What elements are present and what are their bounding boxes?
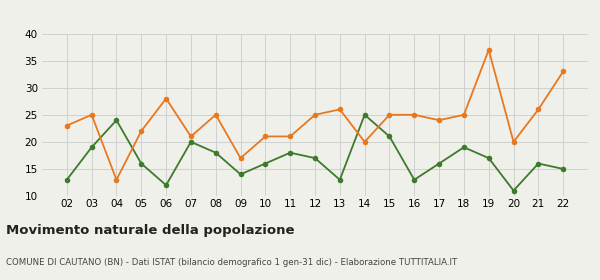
Line: Decessi: Decessi (64, 47, 566, 183)
Nascite (361, 113, 368, 116)
Decessi (436, 118, 443, 122)
Text: COMUNE DI CAUTANO (BN) - Dati ISTAT (bilancio demografico 1 gen-31 dic) - Elabor: COMUNE DI CAUTANO (BN) - Dati ISTAT (bil… (6, 258, 457, 267)
Decessi (63, 124, 70, 127)
Nascite (187, 140, 194, 144)
Nascite (336, 178, 343, 181)
Decessi (485, 48, 493, 52)
Nascite (410, 178, 418, 181)
Decessi (386, 113, 393, 116)
Nascite (262, 162, 269, 165)
Text: Movimento naturale della popolazione: Movimento naturale della popolazione (6, 224, 295, 237)
Decessi (262, 135, 269, 138)
Line: Nascite: Nascite (64, 112, 566, 193)
Decessi (287, 135, 294, 138)
Nascite (311, 157, 319, 160)
Decessi (410, 113, 418, 116)
Decessi (361, 140, 368, 144)
Decessi (560, 70, 567, 73)
Nascite (460, 146, 467, 149)
Nascite (237, 173, 244, 176)
Nascite (510, 189, 517, 192)
Decessi (137, 129, 145, 133)
Nascite (163, 183, 170, 187)
Decessi (535, 108, 542, 111)
Decessi (336, 108, 343, 111)
Legend: Nascite, Decessi: Nascite, Decessi (245, 0, 385, 1)
Decessi (113, 178, 120, 181)
Nascite (212, 151, 220, 154)
Nascite (88, 146, 95, 149)
Nascite (137, 162, 145, 165)
Nascite (386, 135, 393, 138)
Decessi (237, 157, 244, 160)
Decessi (311, 113, 319, 116)
Decessi (163, 97, 170, 100)
Nascite (485, 157, 493, 160)
Decessi (510, 140, 517, 144)
Nascite (436, 162, 443, 165)
Decessi (212, 113, 220, 116)
Decessi (187, 135, 194, 138)
Decessi (460, 113, 467, 116)
Nascite (287, 151, 294, 154)
Nascite (535, 162, 542, 165)
Nascite (113, 118, 120, 122)
Nascite (63, 178, 70, 181)
Decessi (88, 113, 95, 116)
Nascite (560, 167, 567, 171)
